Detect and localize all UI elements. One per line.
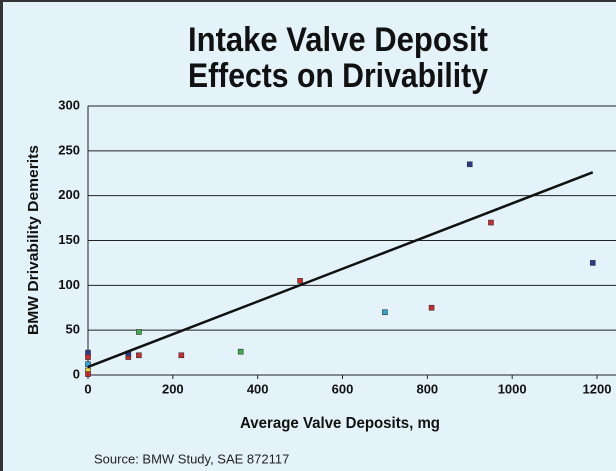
x-tick-label: 800 <box>416 381 438 396</box>
data-point <box>85 371 91 377</box>
chart-title: Intake Valve Deposit <box>188 21 488 59</box>
data-point <box>136 352 142 359</box>
data-point <box>382 309 388 316</box>
x-tick-label: 1200 <box>583 381 612 396</box>
data-point <box>428 304 435 311</box>
trend-line <box>87 171 594 369</box>
y-tick-label: 0 <box>73 366 80 381</box>
source-note: Source: BMW Study, SAE 872117 <box>94 451 289 466</box>
data-point <box>136 329 142 335</box>
chart-title: Effects on Drivability <box>188 57 488 95</box>
x-tick-label: 600 <box>332 381 354 396</box>
x-tick-label: 400 <box>247 381 269 396</box>
data-point <box>297 278 303 284</box>
data-point <box>488 219 494 226</box>
data-point <box>237 348 244 355</box>
x-axis-label: Average Valve Deposits, mg <box>240 415 440 432</box>
data-point <box>589 260 596 266</box>
x-tick-label: 200 <box>162 381 184 396</box>
y-tick-label: 250 <box>58 142 80 157</box>
data-point <box>466 161 473 168</box>
y-axis-label: BMW Drivability Demerits <box>25 145 42 335</box>
data-point <box>85 354 91 360</box>
x-tick-label: 0 <box>84 381 91 396</box>
x-tick-label: 1000 <box>498 381 527 396</box>
y-tick-label: 150 <box>58 232 80 247</box>
data-point <box>178 352 185 359</box>
y-tick-label: 200 <box>58 187 80 202</box>
y-tick-label: 50 <box>66 322 80 337</box>
y-tick-label: 100 <box>58 277 80 292</box>
y-tick-label: 300 <box>58 97 80 112</box>
